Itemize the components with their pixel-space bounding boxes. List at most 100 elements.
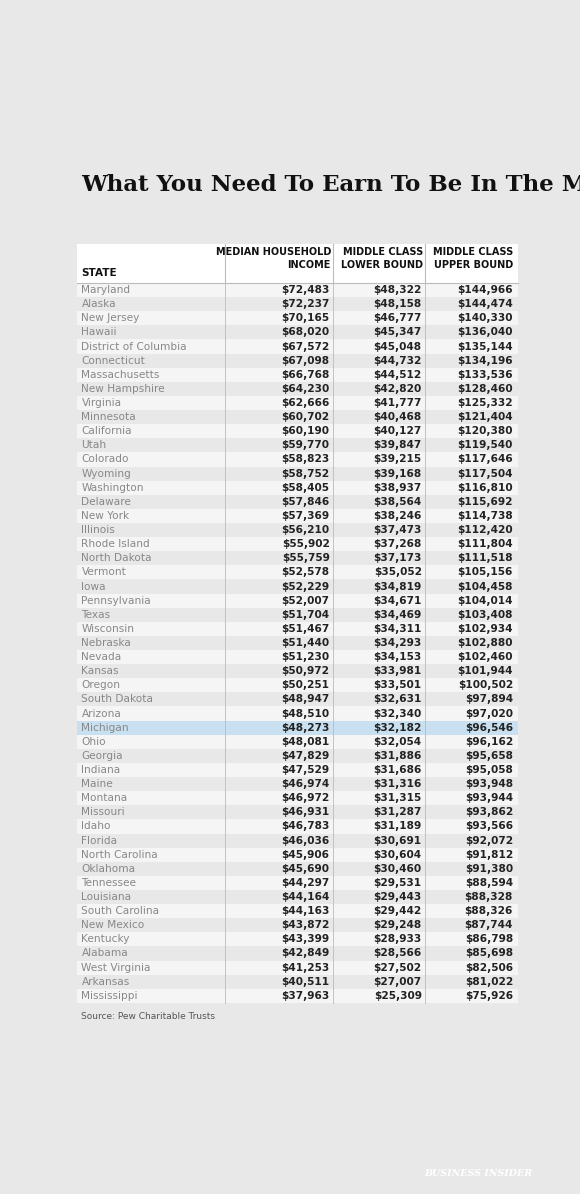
Text: $33,501: $33,501	[374, 681, 422, 690]
Bar	[77, 678, 517, 693]
Bar	[77, 494, 517, 509]
Text: $39,168: $39,168	[374, 468, 422, 479]
Text: $59,770: $59,770	[282, 441, 329, 450]
Bar	[77, 297, 517, 312]
Text: $51,467: $51,467	[281, 623, 329, 634]
Bar	[77, 368, 517, 382]
Bar	[77, 565, 517, 579]
Text: Mississippi: Mississippi	[81, 991, 138, 1001]
Text: Hawaii: Hawaii	[81, 327, 117, 338]
Text: $40,511: $40,511	[281, 977, 329, 986]
Text: Michigan: Michigan	[81, 722, 129, 733]
Text: $50,251: $50,251	[282, 681, 329, 690]
Text: MEDIAN HOUSEHOLD
INCOME: MEDIAN HOUSEHOLD INCOME	[216, 247, 331, 270]
Text: Pennsylvania: Pennsylvania	[81, 596, 151, 605]
Bar	[77, 467, 517, 481]
Text: $31,316: $31,316	[374, 780, 422, 789]
Text: Texas: Texas	[81, 610, 111, 620]
Bar	[77, 960, 517, 974]
Text: Louisiana: Louisiana	[81, 892, 132, 901]
Text: Georgia: Georgia	[81, 751, 123, 761]
Text: $32,054: $32,054	[374, 737, 422, 746]
Text: $56,210: $56,210	[281, 525, 329, 535]
Text: $75,926: $75,926	[465, 991, 513, 1001]
Text: Nebraska: Nebraska	[81, 638, 131, 648]
Text: MIDDLE CLASS
LOWER BOUND: MIDDLE CLASS LOWER BOUND	[341, 247, 423, 270]
Text: $34,469: $34,469	[374, 610, 422, 620]
Text: $119,540: $119,540	[458, 441, 513, 450]
Text: $46,777: $46,777	[374, 313, 422, 324]
Text: $38,246: $38,246	[374, 511, 422, 521]
Text: $135,144: $135,144	[458, 341, 513, 351]
Bar	[77, 707, 517, 721]
Text: $82,506: $82,506	[465, 962, 513, 973]
Text: $44,512: $44,512	[374, 370, 422, 380]
Text: Connecticut: Connecticut	[81, 356, 146, 365]
Text: $100,502: $100,502	[458, 681, 513, 690]
Text: $44,164: $44,164	[281, 892, 329, 901]
Text: South Dakota: South Dakota	[81, 695, 154, 704]
Text: Kentucky: Kentucky	[81, 935, 130, 944]
Bar	[77, 579, 517, 593]
Text: $144,966: $144,966	[458, 285, 513, 295]
Text: $95,058: $95,058	[465, 765, 513, 775]
Bar	[77, 509, 517, 523]
Text: $86,798: $86,798	[465, 935, 513, 944]
Text: $57,369: $57,369	[281, 511, 329, 521]
Text: $51,230: $51,230	[281, 652, 329, 663]
Text: $41,777: $41,777	[374, 398, 422, 408]
Text: $93,566: $93,566	[465, 821, 513, 831]
Bar	[77, 933, 517, 947]
Text: $31,686: $31,686	[374, 765, 422, 775]
Text: $117,504: $117,504	[458, 468, 513, 479]
Text: $112,420: $112,420	[458, 525, 513, 535]
Text: $47,829: $47,829	[281, 751, 329, 761]
Text: $57,846: $57,846	[281, 497, 329, 506]
Text: Washington: Washington	[81, 482, 144, 493]
Bar	[77, 622, 517, 636]
Text: $97,020: $97,020	[465, 708, 513, 719]
Text: $96,546: $96,546	[465, 722, 513, 733]
Text: $88,328: $88,328	[465, 892, 513, 901]
Text: $88,326: $88,326	[465, 906, 513, 916]
Bar	[77, 734, 517, 749]
Text: Rhode Island: Rhode Island	[81, 540, 150, 549]
Text: $95,658: $95,658	[465, 751, 513, 761]
Text: $44,297: $44,297	[281, 878, 329, 888]
Text: $27,007: $27,007	[374, 977, 422, 986]
Text: $44,163: $44,163	[281, 906, 329, 916]
Text: $116,810: $116,810	[458, 482, 513, 493]
Text: $114,738: $114,738	[457, 511, 513, 521]
Text: $45,906: $45,906	[282, 850, 329, 860]
Text: $48,322: $48,322	[374, 285, 422, 295]
Text: $128,460: $128,460	[458, 384, 513, 394]
Text: $102,934: $102,934	[458, 623, 513, 634]
Text: $55,902: $55,902	[282, 540, 329, 549]
Text: $28,566: $28,566	[374, 948, 422, 959]
Text: Wyoming: Wyoming	[81, 468, 131, 479]
Text: $29,442: $29,442	[374, 906, 422, 916]
Text: Utah: Utah	[81, 441, 107, 450]
Text: $140,330: $140,330	[458, 313, 513, 324]
Bar	[77, 890, 517, 904]
Text: Tennessee: Tennessee	[81, 878, 136, 888]
Text: Oregon: Oregon	[81, 681, 121, 690]
Text: $105,156: $105,156	[458, 567, 513, 578]
Text: Iowa: Iowa	[81, 581, 106, 591]
Text: $81,022: $81,022	[465, 977, 513, 986]
Text: $37,268: $37,268	[374, 540, 422, 549]
Text: $32,340: $32,340	[374, 708, 422, 719]
Text: $104,014: $104,014	[458, 596, 513, 605]
Text: $93,948: $93,948	[465, 780, 513, 789]
Bar	[77, 862, 517, 876]
Text: $41,253: $41,253	[281, 962, 329, 973]
Text: California: California	[81, 426, 132, 436]
Text: $39,847: $39,847	[374, 441, 422, 450]
Text: Kansas: Kansas	[81, 666, 119, 676]
Text: North Dakota: North Dakota	[81, 553, 152, 564]
Text: North Carolina: North Carolina	[81, 850, 158, 860]
Bar	[77, 876, 517, 890]
Text: $45,347: $45,347	[374, 327, 422, 338]
Text: $35,052: $35,052	[374, 567, 422, 578]
Text: $58,405: $58,405	[282, 482, 329, 493]
